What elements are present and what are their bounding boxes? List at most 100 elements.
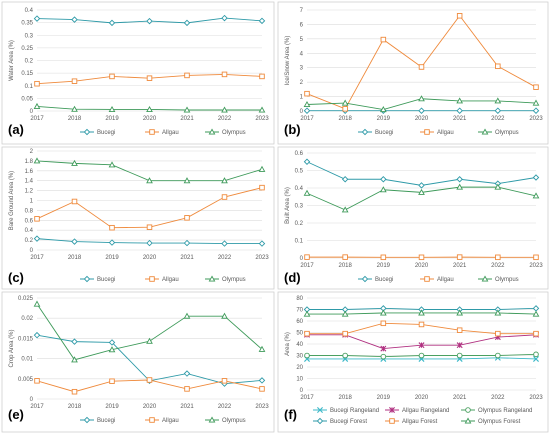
legend-marker xyxy=(317,407,323,413)
data-point xyxy=(258,345,266,352)
legend-marker xyxy=(149,417,155,423)
legend-marker xyxy=(149,129,155,135)
panel-frame xyxy=(277,1,549,145)
series xyxy=(304,254,539,261)
x-tick-label: 2020 xyxy=(415,263,429,269)
legend-label: Bucegi Rangeland xyxy=(330,408,379,414)
data-point xyxy=(108,161,116,168)
data-point xyxy=(418,182,425,189)
data-point xyxy=(380,320,387,327)
data-point xyxy=(146,177,153,184)
y-tick-label: 1.6 xyxy=(25,169,34,175)
data-point xyxy=(456,342,463,349)
data-point xyxy=(108,239,116,246)
data-point xyxy=(341,206,349,213)
x-tick-label: 2020 xyxy=(415,395,429,401)
y-tick-label: 6 xyxy=(300,22,304,28)
y-axis-label: Area (%) xyxy=(285,332,291,356)
data-point xyxy=(303,107,311,114)
data-point xyxy=(33,102,41,109)
legend-label: Allgau xyxy=(162,130,179,136)
data-point xyxy=(258,240,266,247)
data-point xyxy=(146,224,153,230)
legend-label: Bucegi xyxy=(97,130,115,136)
data-point xyxy=(303,158,311,165)
legend-label: Olympus xyxy=(495,130,519,136)
panel-letter: (c) xyxy=(8,270,24,285)
panel-letter: (f) xyxy=(284,407,297,422)
series xyxy=(33,235,266,247)
legend-marker xyxy=(83,275,91,283)
y-tick-label: 0.4 xyxy=(25,228,34,234)
data-point xyxy=(71,16,78,23)
legend-marker xyxy=(389,418,395,424)
x-tick-label: 2022 xyxy=(491,116,505,122)
y-tick-label: 0.01 xyxy=(21,357,33,363)
y-tick-label: 0 xyxy=(30,248,34,254)
y-tick-label: 7 xyxy=(300,8,304,14)
data-point xyxy=(184,72,190,79)
x-tick-label: 2019 xyxy=(377,395,391,401)
data-point xyxy=(183,177,191,184)
y-tick-label: 1 xyxy=(30,199,34,205)
panel-frame xyxy=(277,291,549,433)
data-point xyxy=(183,239,191,247)
data-point xyxy=(258,165,266,172)
panel-d: 0 0.1 0.2 0.3 0.4 0.5 0.6 2017 2018 2019 2020 2021 2… xyxy=(277,146,549,290)
data-point xyxy=(33,15,41,22)
data-point xyxy=(418,352,425,359)
y-tick-label: 0.25 xyxy=(21,46,33,52)
data-point xyxy=(146,337,153,344)
x-tick-label: 2021 xyxy=(180,404,194,410)
x-tick-label: 2019 xyxy=(377,263,391,269)
y-tick-label: 0.05 xyxy=(21,96,33,102)
legend: Bucegi Allgau Olympus xyxy=(80,128,246,136)
y-tick-label: 0 xyxy=(300,109,304,115)
y-tick-label: 0 xyxy=(300,388,304,394)
legend-label: Allgau Rangeland xyxy=(402,408,449,414)
data-point xyxy=(146,105,153,113)
x-tick-label: 2018 xyxy=(338,395,352,401)
data-point xyxy=(342,352,348,359)
series xyxy=(33,157,266,184)
data-point xyxy=(533,355,539,362)
y-tick-label: 0 xyxy=(30,109,34,115)
legend: Bucegi Allgau Olympus xyxy=(80,416,246,424)
data-point xyxy=(146,377,153,383)
data-point xyxy=(146,17,153,25)
data-point xyxy=(494,97,502,104)
data-point xyxy=(533,254,539,261)
y-tick-label: 1 xyxy=(300,95,304,101)
data-point xyxy=(221,106,228,113)
data-point xyxy=(33,300,41,307)
y-tick-label: 0.025 xyxy=(18,296,34,302)
y-tick-label: 0 xyxy=(300,256,304,262)
y-tick-label: 0.02 xyxy=(21,316,33,322)
y-tick-label: 5 xyxy=(300,37,304,43)
data-point xyxy=(71,388,78,395)
x-tick-label: 2019 xyxy=(105,255,119,261)
legend-marker xyxy=(424,129,430,135)
series xyxy=(304,320,539,337)
data-point xyxy=(456,309,464,316)
panel-b: 0 1 2 3 4 5 6 7 2017 2018 2019 2020 2021 2022 2023 Ice/… xyxy=(277,1,549,145)
y-tick-label: 2 xyxy=(300,80,304,86)
legend-label: Olympus xyxy=(222,277,246,283)
data-point xyxy=(221,240,228,247)
y-tick-label: 50 xyxy=(296,331,303,337)
data-point xyxy=(380,254,387,261)
x-tick-label: 2017 xyxy=(30,404,44,410)
data-point xyxy=(532,107,540,114)
legend: Bucegi Allgau Olympus xyxy=(358,275,519,283)
data-point xyxy=(71,198,78,205)
data-point xyxy=(184,386,190,392)
data-point xyxy=(259,184,265,191)
data-point xyxy=(380,353,387,360)
data-point xyxy=(418,342,425,349)
data-point xyxy=(342,330,348,337)
y-tick-label: 0.3 xyxy=(295,204,304,210)
panel-a: 0 0.05 0.1 0.15 0.2 0.25 0.3 0.35 0.4 2017 2018 201… xyxy=(1,1,275,145)
legend-marker xyxy=(316,417,324,425)
data-point xyxy=(418,95,425,102)
